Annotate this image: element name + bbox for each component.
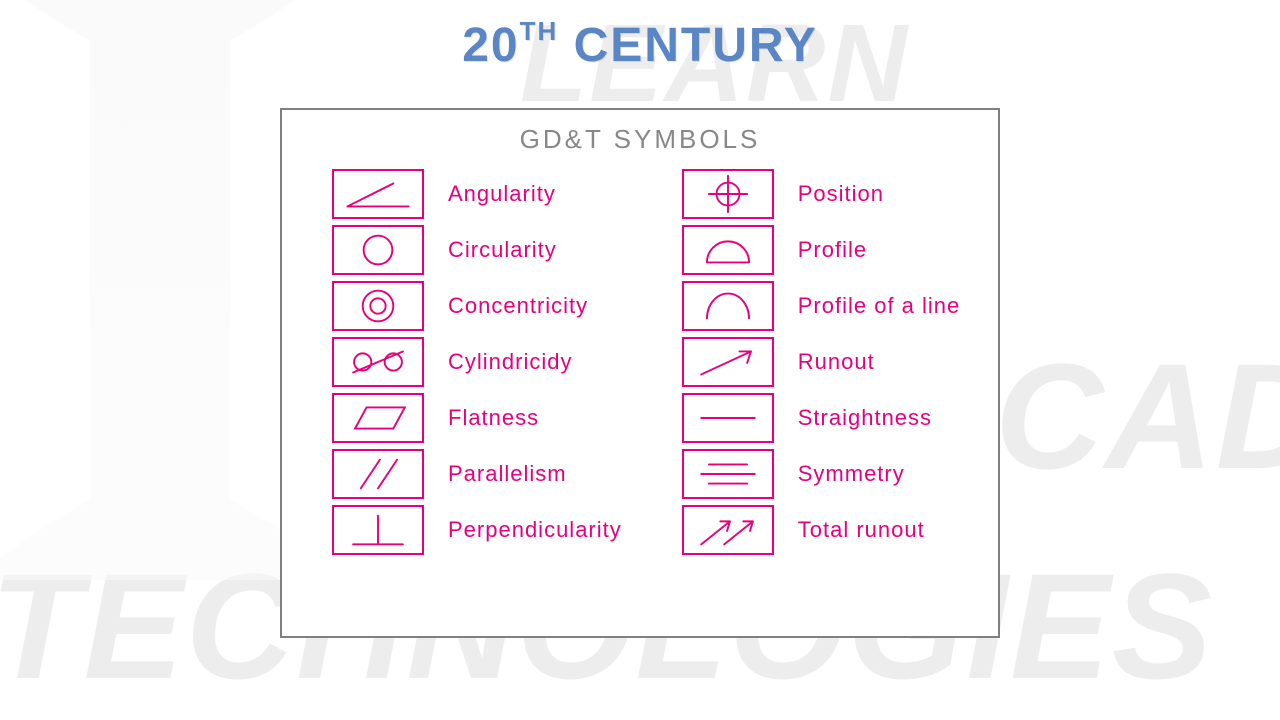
symbol-row-concentricity: Concentricity <box>332 281 622 331</box>
symbol-row-circularity: Circularity <box>332 225 622 275</box>
profile-line-icon <box>682 281 774 331</box>
flatness-icon <box>332 393 424 443</box>
symbol-row-straightness: Straightness <box>682 393 968 443</box>
flatness-label: Flatness <box>448 405 539 431</box>
profile-icon <box>682 225 774 275</box>
perpendicularity-icon <box>332 505 424 555</box>
concentricity-icon <box>332 281 424 331</box>
concentricity-label: Concentricity <box>448 293 588 319</box>
parallelism-icon <box>332 449 424 499</box>
symbol-columns: Angularity Circularity Concentricity Cylind… <box>282 163 998 581</box>
title-pre: 20 <box>462 19 519 72</box>
symbol-row-perpendicularity: Perpendicularity <box>332 505 622 555</box>
symbol-row-angularity: Angularity <box>332 169 622 219</box>
symmetry-icon <box>682 449 774 499</box>
symbol-column-left: Angularity Circularity Concentricity Cylind… <box>332 169 622 561</box>
cylindricity-icon <box>332 337 424 387</box>
angularity-label: Angularity <box>448 181 556 207</box>
symbol-row-cylindricity: Cylindricidy <box>332 337 622 387</box>
symbol-row-total-runout: Total runout <box>682 505 968 555</box>
runout-label: Runout <box>798 349 875 375</box>
total-runout-icon <box>682 505 774 555</box>
symbol-row-parallelism: Parallelism <box>332 449 622 499</box>
profile-label: Profile <box>798 237 867 263</box>
symbols-panel: GD&T SYMBOLS Angularity Circularity Concen… <box>280 108 1000 638</box>
position-icon <box>682 169 774 219</box>
watermark-side: CAD <box>995 330 1280 503</box>
title-post: CENTURY <box>558 19 818 72</box>
circularity-label: Circularity <box>448 237 557 263</box>
title-sup: TH <box>520 16 559 46</box>
perpendicularity-label: Perpendicularity <box>448 517 622 543</box>
parallelism-label: Parallelism <box>448 461 567 487</box>
straightness-label: Straightness <box>798 405 932 431</box>
symbol-column-right: Position Profile Profile of a line Runout St… <box>682 169 968 561</box>
total-runout-label: Total runout <box>798 517 925 543</box>
symbol-row-position: Position <box>682 169 968 219</box>
angularity-icon <box>332 169 424 219</box>
symbol-row-runout: Runout <box>682 337 968 387</box>
straightness-icon <box>682 393 774 443</box>
symbol-row-symmetry: Symmetry <box>682 449 968 499</box>
symbol-row-profile: Profile <box>682 225 968 275</box>
cylindricity-label: Cylindricidy <box>448 349 572 375</box>
symbol-row-flatness: Flatness <box>332 393 622 443</box>
panel-title: GD&T SYMBOLS <box>282 124 998 155</box>
symmetry-label: Symmetry <box>798 461 905 487</box>
circularity-icon <box>332 225 424 275</box>
page-title: 20TH CENTURY <box>0 18 1280 73</box>
profile-line-label: Profile of a line <box>798 293 961 319</box>
runout-icon <box>682 337 774 387</box>
symbol-row-profile-line: Profile of a line <box>682 281 968 331</box>
position-label: Position <box>798 181 884 207</box>
